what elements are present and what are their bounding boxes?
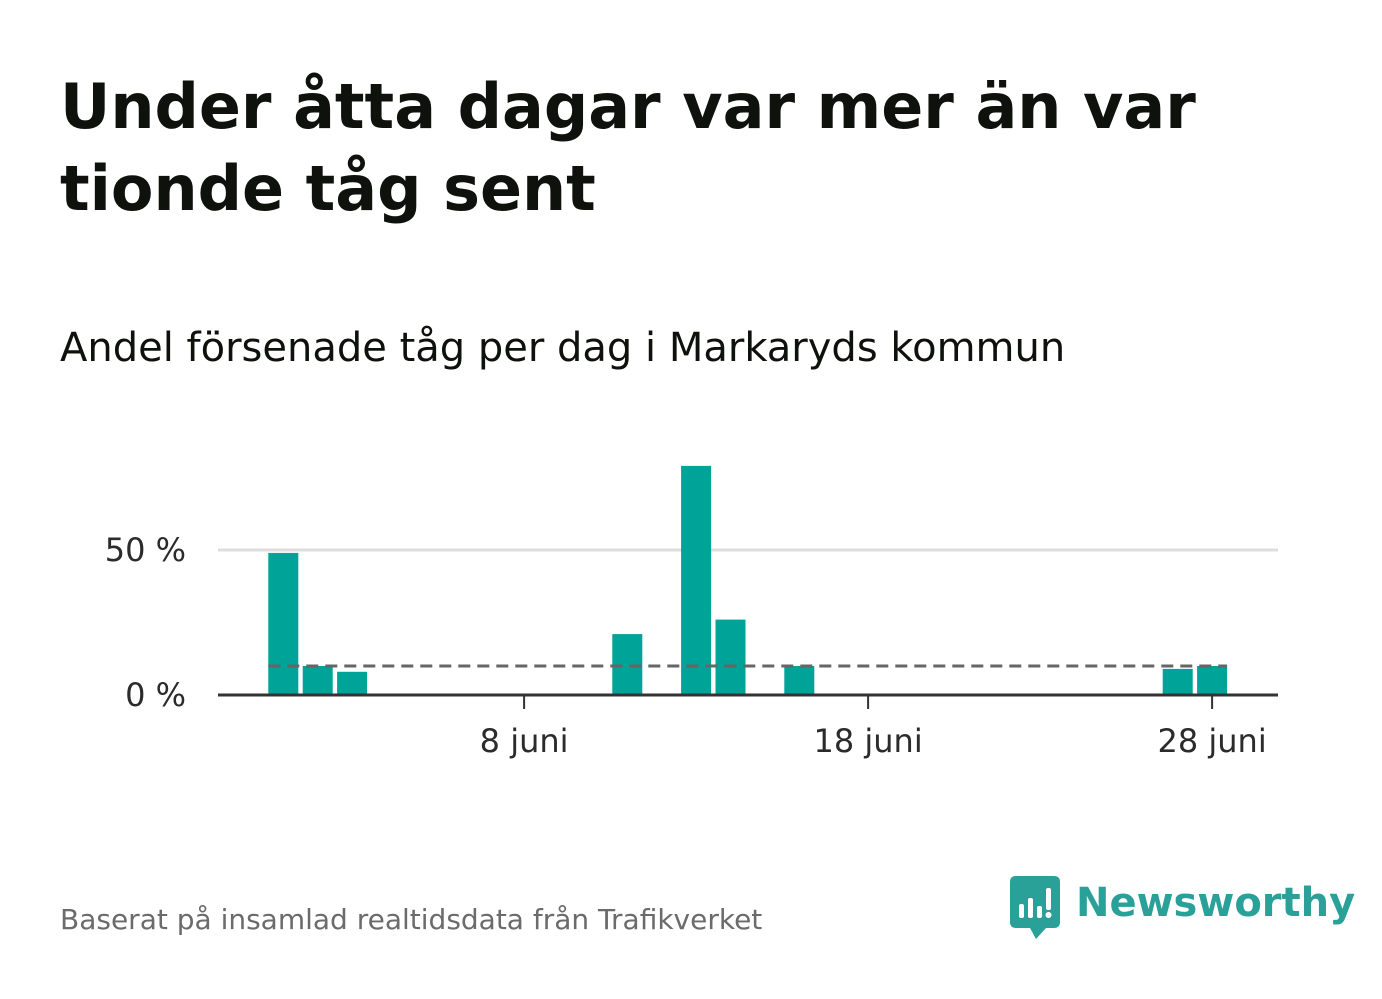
chart-title: Under åtta dagar var mer än var tionde t… <box>60 70 1196 225</box>
chart-subtitle: Andel försenade tåg per dag i Markaryds … <box>60 325 1066 371</box>
bar-day-13 <box>681 465 712 695</box>
y-tick-label-50: 50 % <box>105 531 186 569</box>
x-tick-label-8: 8 juni <box>480 722 569 760</box>
newsworthy-brand: Newsworthy <box>1010 876 1355 940</box>
x-tick-label-18: 18 juni <box>813 722 922 760</box>
bar-day-1 <box>268 552 299 695</box>
bar-day-2 <box>302 666 333 695</box>
newsworthy-logo-icon <box>1010 876 1060 939</box>
bar-chart: 0 % 50 % 8 juni 18 juni 28 juni <box>105 465 1278 760</box>
bar-day-3 <box>337 671 368 695</box>
bar-day-28 <box>1197 666 1228 695</box>
x-tick-label-28: 28 juni <box>1157 722 1266 760</box>
y-tick-label-0: 0 % <box>125 676 186 714</box>
bar-day-16 <box>784 666 815 695</box>
bar-day-14 <box>715 619 746 695</box>
source-note: Baserat på insamlad realtidsdata från Tr… <box>60 903 763 936</box>
brand-name: Newsworthy <box>1076 880 1356 926</box>
bar-day-27 <box>1162 668 1193 695</box>
